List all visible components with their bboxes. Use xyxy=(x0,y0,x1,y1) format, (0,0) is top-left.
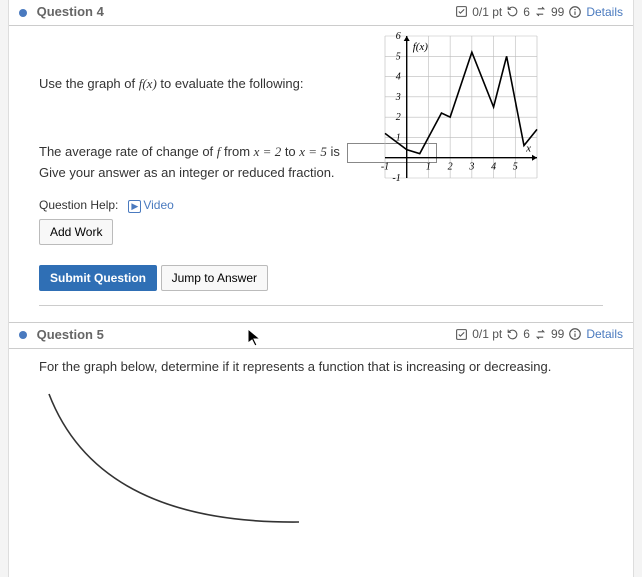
score-area: 0/1 pt 6 99 Details xyxy=(455,5,623,19)
svg-text:5: 5 xyxy=(396,51,401,62)
fx-graph: 12345123456-1-1xf(x) xyxy=(363,30,543,203)
checkbox-icon xyxy=(455,5,468,18)
help-row: Question Help: ▶Video Add Work xyxy=(39,198,603,245)
question-title-text: Question 5 xyxy=(37,327,104,342)
score-text: 0/1 pt xyxy=(472,327,502,341)
fraction-hint: Give your answer as an integer or reduce… xyxy=(39,165,335,180)
question-5-title: Question 5 xyxy=(19,327,104,342)
retry-icon xyxy=(506,5,519,18)
retry-icon xyxy=(506,328,519,341)
info-icon[interactable] xyxy=(568,5,582,19)
question-4-body: 12345123456-1-1xf(x) Use the graph of f(… xyxy=(9,26,633,322)
bullet-icon xyxy=(19,331,27,339)
svg-text:3: 3 xyxy=(395,92,401,103)
retry-count: 6 xyxy=(523,5,530,19)
question-5-prompt: For the graph below, determine if it rep… xyxy=(39,359,603,374)
question-4-header: Question 4 0/1 pt 6 99 Details xyxy=(9,0,633,26)
swap-icon xyxy=(534,5,547,18)
swap-icon xyxy=(534,328,547,341)
retry-count: 6 xyxy=(523,327,530,341)
svg-text:5: 5 xyxy=(513,162,518,173)
jump-to-answer-button[interactable]: Jump to Answer xyxy=(161,265,268,291)
svg-text:4: 4 xyxy=(396,72,401,83)
question-title-text: Question 4 xyxy=(37,4,104,19)
separator xyxy=(39,305,603,306)
svg-text:6: 6 xyxy=(396,31,401,42)
question-5-header: Question 5 0/1 pt 6 99 Details xyxy=(9,322,633,349)
decreasing-curve-graph xyxy=(39,384,603,527)
checkbox-icon xyxy=(455,328,468,341)
prompt-text: Use the graph of f(x) to evaluate the fo… xyxy=(39,76,304,92)
svg-text:2: 2 xyxy=(448,162,453,173)
svg-text:-1: -1 xyxy=(381,162,389,173)
score-text: 0/1 pt xyxy=(472,5,502,19)
details-link[interactable]: Details xyxy=(586,5,623,19)
question-4-title: Question 4 xyxy=(19,4,104,19)
submit-question-button[interactable]: Submit Question xyxy=(39,265,157,291)
svg-text:4: 4 xyxy=(491,162,496,173)
details-link[interactable]: Details xyxy=(586,327,623,341)
add-work-button[interactable]: Add Work xyxy=(39,219,113,245)
svg-text:3: 3 xyxy=(468,162,474,173)
play-icon: ▶ xyxy=(128,200,141,213)
video-link[interactable]: ▶Video xyxy=(128,198,173,212)
score-area: 0/1 pt 6 99 Details xyxy=(455,327,623,341)
bullet-icon xyxy=(19,9,27,17)
attempt-count: 99 xyxy=(551,5,564,19)
svg-text:-1: -1 xyxy=(392,173,400,184)
svg-text:1: 1 xyxy=(426,162,431,173)
svg-text:x: x xyxy=(525,143,531,155)
attempt-count: 99 xyxy=(551,327,564,341)
info-icon[interactable] xyxy=(568,327,582,341)
button-row: Submit Question Jump to Answer xyxy=(39,259,603,291)
question-5-body: For the graph below, determine if it rep… xyxy=(9,349,633,537)
svg-text:f(x): f(x) xyxy=(413,41,429,53)
svg-text:2: 2 xyxy=(396,112,401,123)
help-label: Question Help: xyxy=(39,198,118,212)
